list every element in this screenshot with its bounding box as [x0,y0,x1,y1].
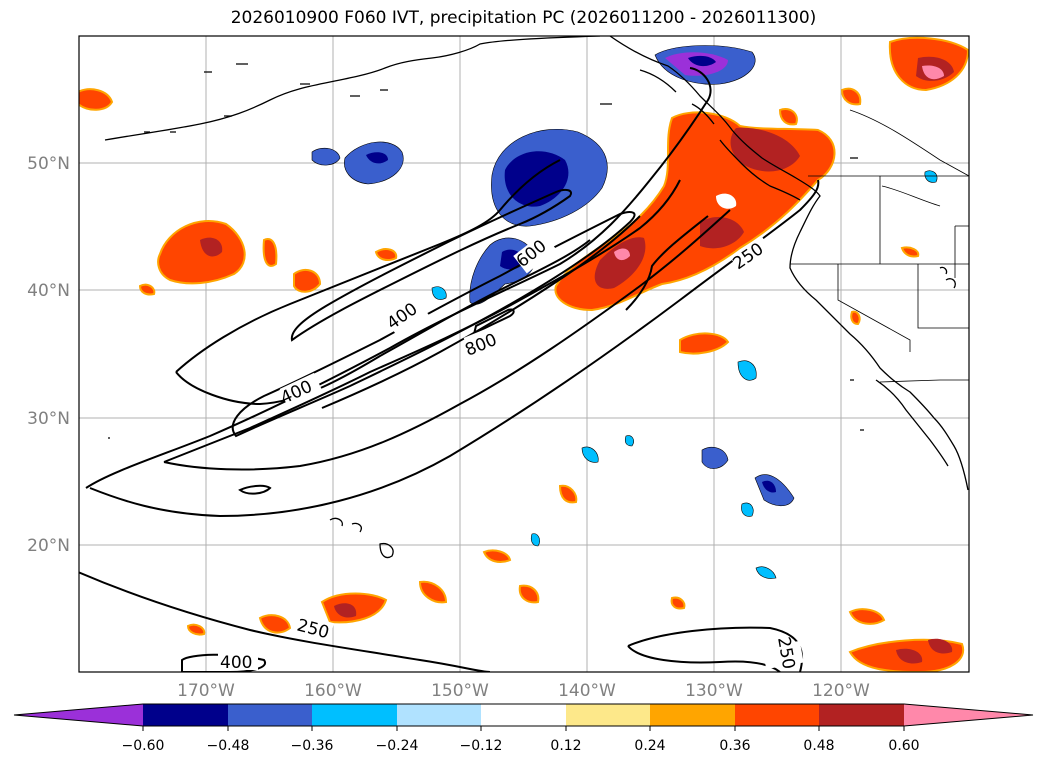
ivt-contours [79,67,820,672]
colorbar-segment [650,704,735,726]
lat-label-40: 40°N [27,281,70,301]
lon-label-170w: 170°W [177,681,235,701]
lon-label-160w: 160°W [304,681,362,701]
lon-label-150w: 150°W [431,681,489,701]
coastlines [104,36,969,559]
colorbar-tick-label: 0.24 [634,738,665,754]
colorbar-segment [904,704,1033,726]
colorbar-tick-label: −0.60 [122,738,165,754]
graticule [79,36,969,672]
positive-anomaly-regions [79,36,969,672]
lon-label-140w: 140°W [558,681,616,701]
colorbar-segment [397,704,481,726]
latitude-labels: 50°N 40°N 30°N 20°N [27,154,70,556]
colorbar-tick-label: 0.48 [803,738,834,754]
colorbar-segment [566,704,650,726]
colorbar-segment [312,704,397,726]
colorbar-tick-label: 0.12 [550,738,581,754]
colorbar-segment [735,704,819,726]
colorbar-tick-marks [142,726,905,731]
lon-label-120w: 120°W [812,681,870,701]
colorbar-segment [481,704,566,726]
contour-label-400: 400 [220,653,252,673]
contour-label-800: 800 [462,330,500,361]
colorbar-tick-label: −0.48 [207,738,250,754]
lat-label-30: 30°N [27,409,70,429]
colorbar-tick-label: 0.36 [719,738,750,754]
map-frame [78,35,970,673]
contour-label-250: 250 [295,616,332,644]
map-title: 2026010900 F060 IVT, precipitation PC (2… [230,8,817,28]
colorbar-segment [819,704,904,726]
colorbar-tick-label: −0.24 [376,738,419,754]
longitude-labels: 170°W 160°W 150°W 140°W 130°W 120°W [177,681,870,701]
colorbar-tick-label: −0.36 [291,738,334,754]
lat-label-20: 20°N [27,536,70,556]
colorbar: −0.60 −0.48 −0.36 −0.24 −0.12 0.12 0.24 … [13,703,1034,754]
lon-label-130w: 130°W [685,681,743,701]
colorbar-segment [143,704,228,726]
political-borders [790,109,969,383]
colorbar-tick-label: −0.12 [460,738,503,754]
colorbar-segment [14,704,143,726]
lat-label-50: 50°N [27,154,70,174]
colorbar-tick-label: 0.60 [888,738,919,754]
colorbar-segment [228,704,312,726]
negative-anomaly-regions [311,45,938,579]
